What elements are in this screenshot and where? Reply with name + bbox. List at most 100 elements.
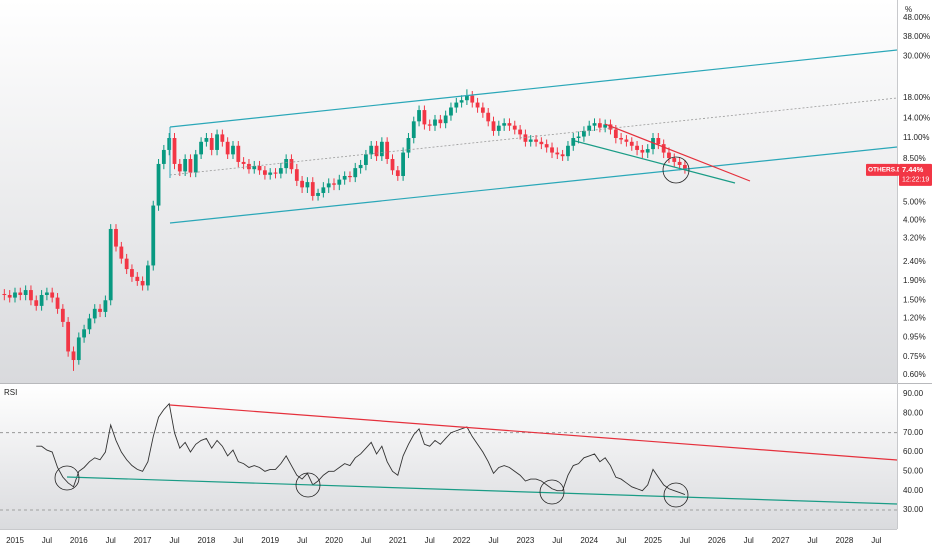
candle-body [209, 138, 214, 150]
countdown: 12:22:19 [902, 177, 929, 184]
candle-body [656, 138, 661, 145]
last-price: 7.44% [902, 165, 924, 174]
candle-body [560, 154, 565, 157]
rsi-resistance [169, 404, 898, 461]
candle-body [496, 125, 501, 131]
candle-body [534, 139, 538, 142]
candle-body [193, 154, 198, 173]
candle-body [422, 110, 427, 125]
y-tick-label: 50.00 [903, 466, 924, 475]
x-tick-label: Jul [42, 536, 52, 545]
highlight-circle [662, 156, 690, 184]
candle-body [427, 124, 432, 126]
candle-body [608, 124, 613, 130]
candle-body [177, 163, 182, 172]
candle-body [326, 183, 331, 188]
candle-body [135, 276, 140, 282]
candle-body [395, 170, 400, 176]
price-tag [899, 163, 932, 186]
highlight-circle [539, 479, 565, 505]
x-tick-label: Jul [552, 536, 562, 545]
x-tick-label: Jul [616, 536, 626, 545]
y-tick-label: 5.00% [903, 197, 926, 206]
candle-body [507, 123, 512, 126]
price-pane [0, 0, 897, 383]
candle-body [629, 141, 634, 146]
candle-body [167, 138, 172, 150]
x-tick-label: Jul [680, 536, 690, 545]
y-tick-label: 4.00% [903, 215, 926, 224]
candle-body [98, 308, 102, 312]
x-tick-label: Jul [744, 536, 754, 545]
candle-body [23, 290, 28, 296]
candle-body [390, 159, 395, 171]
candle-body [140, 281, 145, 286]
candle-body [151, 205, 156, 266]
candle-body [406, 138, 411, 153]
candle-body [92, 308, 97, 319]
drawings [54, 49, 898, 508]
x-tick-label: 2025 [644, 536, 662, 545]
candle-body [465, 95, 469, 101]
candle-body [555, 152, 560, 155]
y-tick-label: 11.00% [903, 133, 930, 142]
candle-body [82, 329, 86, 338]
candle-body [188, 159, 193, 173]
y-tick-label: 0.95% [903, 333, 926, 342]
x-tick-label: 2019 [261, 536, 279, 545]
candle-body [199, 141, 204, 155]
rsi-pane [0, 384, 897, 529]
candle-body [114, 228, 118, 247]
candle-body [449, 107, 453, 116]
candle-body [364, 154, 368, 165]
time-axis [0, 529, 897, 550]
x-tick-label: 2015 [6, 536, 24, 545]
y-tick-label: 1.20% [903, 314, 926, 323]
candle-body [172, 138, 177, 164]
candle-body [7, 295, 12, 298]
candle-body [204, 138, 209, 142]
x-tick-label: Jul [488, 536, 498, 545]
candle-body [2, 293, 7, 296]
candle-body [215, 134, 219, 150]
candle-body [528, 139, 533, 142]
y-tick-label: 1.50% [903, 295, 926, 304]
rsi-support [66, 476, 898, 505]
y-tick-label: 70.00 [903, 428, 924, 437]
y-tick-label: 80.00 [903, 408, 924, 417]
candle-body [220, 134, 225, 142]
x-tick-label: 2024 [580, 536, 598, 545]
candle-body [438, 119, 443, 124]
candle-body [353, 168, 358, 178]
y-tick-label: 0.60% [903, 370, 926, 379]
y-tick-label: 14.00% [903, 113, 930, 122]
candle-body [651, 138, 655, 150]
text-layer: % RSI 48.00% 38.00% 30.00% 18.00% 14.00% 11.0… [4, 5, 932, 545]
candle-body [87, 318, 92, 330]
x-tick-label: Jul [106, 536, 116, 545]
candle-body [300, 180, 305, 188]
candle-body [252, 166, 257, 170]
x-tick-label: 2020 [325, 536, 343, 545]
channel-top [169, 49, 898, 128]
candle-body [76, 337, 81, 361]
highlight-circle [54, 465, 80, 491]
candle-body [156, 163, 161, 206]
candle-body [677, 161, 682, 165]
candle-body [247, 163, 251, 170]
right-axis [897, 0, 932, 550]
candle-body [71, 351, 76, 361]
candle-body [523, 134, 528, 142]
candle-body [433, 119, 437, 126]
candle-body [667, 152, 671, 159]
y-unit: % [905, 5, 912, 14]
candle-body [321, 187, 326, 193]
y-tick-label: 18.00% [903, 93, 930, 102]
x-tick-label: 2023 [517, 536, 535, 545]
candle-body [401, 152, 406, 176]
candle-body [417, 110, 421, 122]
x-tick-label: 2016 [70, 536, 88, 545]
candle-body [379, 141, 384, 157]
